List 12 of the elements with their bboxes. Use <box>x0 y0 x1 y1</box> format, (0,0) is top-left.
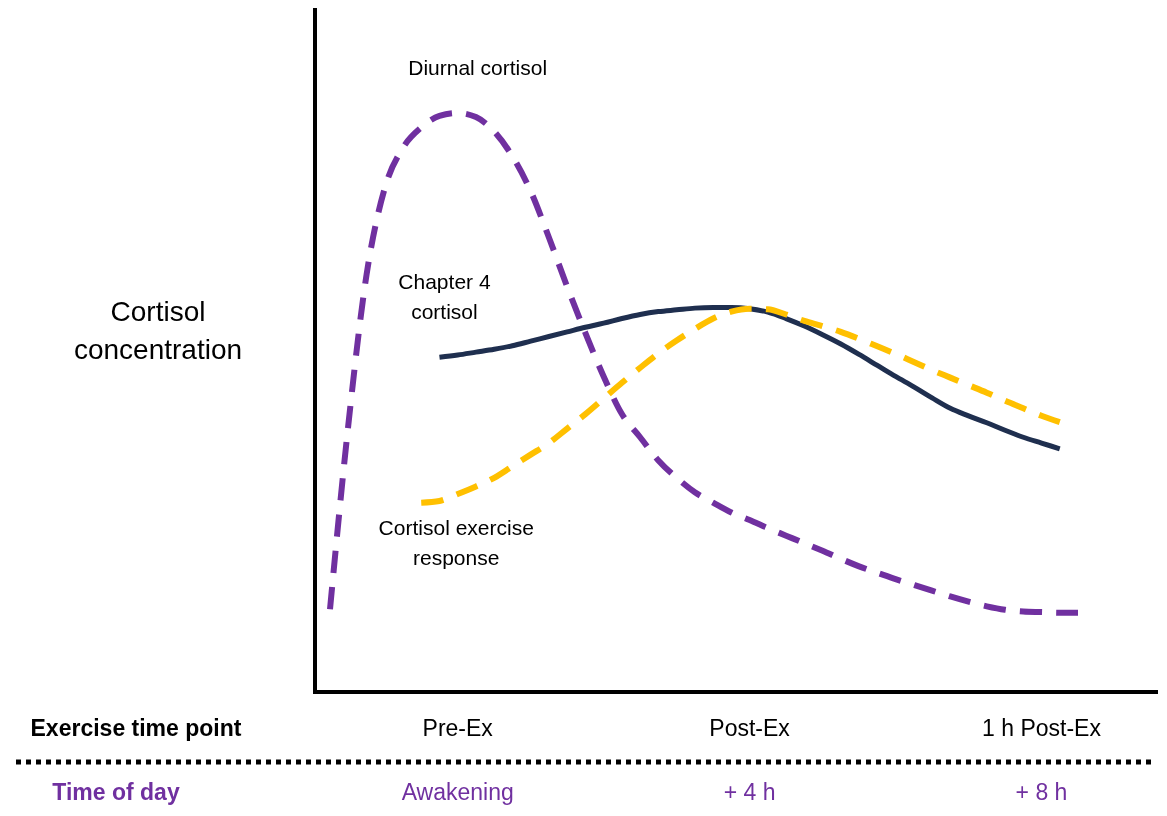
y-axis-title: Cortisol concentration <box>73 296 243 365</box>
text: Awakening <box>401 779 514 805</box>
text: Diurnal cortisol <box>408 56 548 79</box>
x-tick-label: 1 h Post-Ex <box>982 715 1102 741</box>
text: + 4 h <box>723 779 776 805</box>
text: Cortisol exercise response <box>378 515 534 569</box>
text: Time of day <box>52 779 180 805</box>
text: + 8 h <box>1015 779 1068 805</box>
x-axis-title: Exercise time point <box>30 715 242 741</box>
x-tick-label: Post-Ex <box>709 715 791 741</box>
series-label: Chapter 4 cortisol <box>398 270 491 324</box>
x-tick-label: Pre-Ex <box>422 715 494 741</box>
